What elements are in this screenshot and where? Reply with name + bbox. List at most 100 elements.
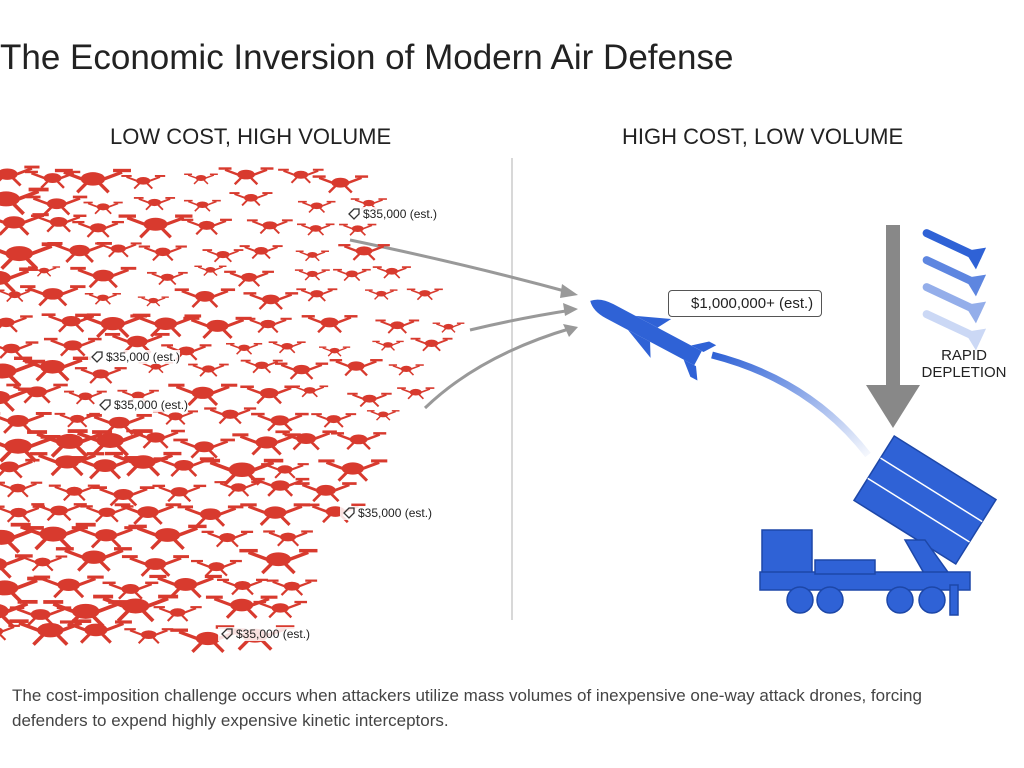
drone [312, 175, 369, 194]
drone [432, 322, 465, 333]
drone [253, 600, 308, 619]
drone [225, 342, 263, 355]
drone [48, 484, 100, 502]
drone-price-tag: $35,000 (est.) [96, 398, 189, 412]
drone [224, 270, 274, 287]
drone [261, 463, 309, 479]
drone [263, 530, 313, 547]
drone [121, 555, 189, 577]
drone [130, 314, 202, 338]
drone [71, 526, 141, 549]
drone [68, 456, 142, 480]
drone [240, 359, 283, 374]
drone [372, 266, 411, 279]
drone [301, 315, 358, 334]
drone [174, 288, 236, 308]
arrow-heads [560, 284, 578, 337]
drone [0, 481, 43, 498]
drone [149, 574, 222, 599]
drone [70, 266, 137, 289]
drone [6, 383, 68, 404]
drone [83, 201, 123, 215]
drone [232, 433, 301, 456]
drone [43, 337, 102, 357]
drone [278, 168, 324, 184]
drone [375, 319, 420, 334]
drone [204, 407, 257, 425]
tag-icon [343, 507, 355, 519]
drone [184, 173, 218, 185]
drone [0, 624, 20, 641]
drone [104, 332, 170, 354]
drone [0, 242, 62, 270]
drone [350, 198, 387, 210]
drone [24, 170, 81, 189]
drone-price-tag: $35,000 (est.) [340, 506, 433, 520]
drone-price-tag: $35,000 (est.) [218, 627, 311, 641]
drone [118, 214, 193, 239]
drone [153, 606, 202, 622]
drone [188, 363, 229, 377]
drone [294, 269, 330, 281]
drone [20, 285, 86, 307]
drone [0, 165, 40, 187]
drone [311, 413, 357, 428]
drone [244, 317, 292, 334]
tag-icon [348, 208, 360, 220]
drone [191, 559, 242, 577]
drone [124, 628, 174, 645]
tag-icon [99, 399, 111, 411]
drone [333, 268, 371, 282]
drone [43, 600, 129, 628]
drone [173, 438, 235, 459]
drone [297, 223, 335, 236]
drone [239, 548, 318, 575]
drone [17, 555, 68, 572]
drone [366, 410, 400, 421]
drone [339, 223, 377, 236]
drone [93, 594, 179, 623]
drone [74, 367, 127, 384]
drone [0, 434, 61, 463]
drone [54, 412, 100, 428]
drone [0, 267, 38, 294]
drone [75, 313, 151, 339]
drone [92, 486, 155, 507]
drone [194, 265, 227, 276]
drone [217, 578, 268, 596]
drone [388, 364, 424, 376]
drone [10, 522, 96, 551]
drone [86, 413, 152, 436]
drone [84, 292, 121, 305]
drone [26, 195, 88, 216]
drone [329, 359, 383, 377]
drone [30, 214, 87, 233]
drone [133, 197, 176, 211]
tag-icon [221, 628, 233, 640]
drone [54, 168, 131, 194]
drone [152, 484, 207, 503]
depletion-missiles [922, 229, 987, 351]
panel-heading: LOW COST, HIGH VOLUME [110, 124, 392, 149]
drone [138, 245, 187, 262]
drone [268, 341, 306, 354]
drone [0, 387, 36, 412]
drone [0, 458, 40, 479]
drone [229, 192, 273, 207]
drone [331, 432, 387, 451]
drone [9, 619, 92, 646]
drone [338, 244, 390, 261]
drone [274, 362, 329, 380]
drone [181, 218, 232, 236]
drone [168, 383, 238, 407]
drone [183, 199, 221, 212]
drone [266, 579, 318, 596]
drone [251, 477, 310, 497]
drone [295, 482, 357, 503]
drone [365, 289, 398, 300]
drone [152, 410, 198, 426]
drone [240, 385, 298, 405]
drone [183, 316, 252, 339]
